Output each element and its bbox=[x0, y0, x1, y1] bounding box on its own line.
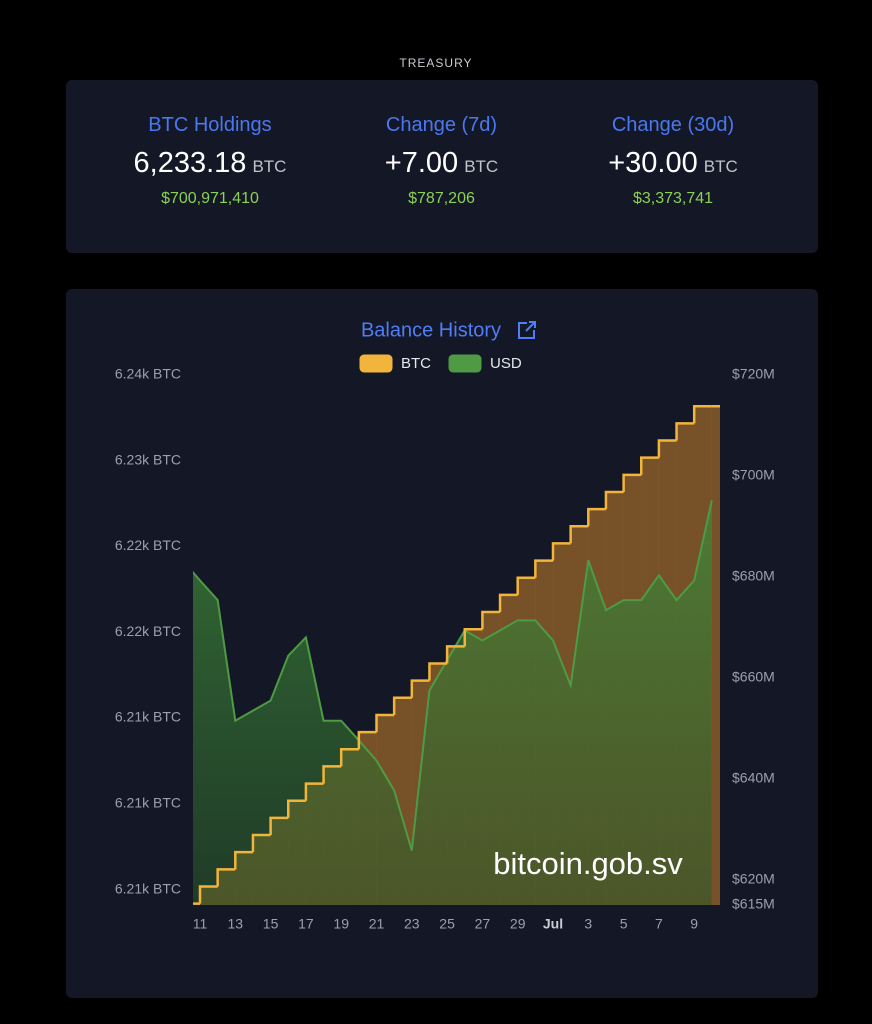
step-line bbox=[251, 833, 271, 853]
x-tick-label: 7 bbox=[655, 916, 663, 932]
step-line bbox=[498, 593, 518, 613]
x-tick-label: 3 bbox=[584, 916, 592, 932]
step-line bbox=[675, 422, 695, 441]
stat-usd: $3,373,741 bbox=[632, 190, 714, 207]
step-line bbox=[516, 576, 536, 595]
step-line bbox=[198, 885, 218, 904]
stat-unit: BTC bbox=[703, 157, 738, 176]
y-tick-label: 6.24k BTC bbox=[115, 366, 181, 382]
step-line bbox=[392, 696, 412, 715]
step-line bbox=[534, 559, 553, 578]
step-line bbox=[604, 490, 624, 510]
step-line bbox=[481, 610, 501, 630]
step-line bbox=[622, 473, 642, 492]
stat-value-row: 6,233.18 BTC bbox=[90, 147, 330, 180]
x-tick-label: 27 bbox=[475, 916, 491, 932]
stat-label: Change (7d) bbox=[385, 114, 498, 136]
step-line bbox=[234, 850, 253, 870]
stats-card: BTC Holdings 6,233.18 BTC $700,971,410 Chang… bbox=[66, 80, 818, 253]
step-line bbox=[216, 868, 236, 887]
y-tick-label: 6.21k BTC bbox=[115, 795, 181, 811]
stat-value-row: +7.00 BTC bbox=[322, 147, 562, 180]
y-tick-label: 6.21k BTC bbox=[115, 709, 181, 725]
x-tick-label: 23 bbox=[404, 916, 420, 932]
step-line bbox=[322, 765, 342, 784]
y-tick-label: 6.22k BTC bbox=[115, 623, 181, 639]
y2-tick-label: $680M bbox=[732, 568, 775, 584]
x-tick-label: 9 bbox=[690, 916, 698, 932]
stat-value: 6,233.18 bbox=[133, 147, 247, 179]
stat-unit: BTC bbox=[252, 157, 287, 176]
stat: Change (30d) +30.00 BTC $3,373,741 bbox=[553, 114, 793, 208]
y2-tick-label: $640M bbox=[732, 770, 775, 786]
step-line bbox=[339, 748, 359, 767]
x-tick-label: 19 bbox=[333, 916, 349, 932]
stat-usd: $700,971,410 bbox=[161, 190, 259, 207]
y-tick-label: 6.22k BTC bbox=[115, 537, 181, 553]
step-line bbox=[304, 782, 324, 801]
stat-usd: $787,206 bbox=[408, 190, 475, 207]
legend-swatch bbox=[359, 354, 393, 373]
step-area bbox=[711, 406, 720, 905]
x-tick-label: 25 bbox=[439, 916, 455, 932]
chart-title: Balance History bbox=[361, 319, 501, 341]
step-line bbox=[657, 439, 677, 458]
stat-value: +7.00 bbox=[384, 147, 459, 179]
y-tick-label: 6.23k BTC bbox=[115, 451, 181, 467]
stat-value-row: +30.00 BTC bbox=[553, 147, 793, 180]
step-line bbox=[410, 679, 430, 698]
legend-swatch bbox=[448, 354, 482, 373]
stat-value: +30.00 bbox=[608, 147, 698, 179]
x-tick-label: 5 bbox=[620, 916, 628, 932]
stat: BTC Holdings 6,233.18 BTC $700,971,410 bbox=[90, 114, 330, 208]
step-line bbox=[569, 525, 589, 544]
x-tick-label: 21 bbox=[369, 916, 385, 932]
x-tick-label: 15 bbox=[263, 916, 279, 932]
x-tick-label: Jul bbox=[543, 916, 563, 932]
header: TREASURY bbox=[399, 56, 473, 70]
plot bbox=[193, 404, 720, 905]
usd-area bbox=[193, 500, 712, 905]
stat: Change (7d) +7.00 BTC $787,206 bbox=[322, 114, 562, 208]
step-line bbox=[357, 730, 377, 750]
y-tick-label: 6.21k BTC bbox=[115, 880, 181, 896]
stat-label: Change (30d) bbox=[611, 114, 735, 136]
y2-tick-label: $700M bbox=[732, 467, 775, 483]
y2-tick-label: $615M bbox=[732, 896, 775, 912]
step-line bbox=[692, 404, 712, 424]
step-line bbox=[551, 542, 571, 561]
step-line bbox=[445, 645, 465, 664]
legend-label: USD bbox=[490, 355, 522, 372]
y2-tick-label: $720M bbox=[732, 366, 775, 382]
x-tick-label: 13 bbox=[228, 916, 244, 932]
step-line bbox=[375, 713, 395, 733]
step-line bbox=[587, 507, 606, 527]
legend-label: BTC bbox=[401, 355, 431, 372]
step-line bbox=[463, 627, 483, 647]
step-line bbox=[269, 816, 289, 836]
step-line bbox=[640, 456, 659, 475]
y2-tick-label: $660M bbox=[732, 669, 775, 685]
stat-unit: BTC bbox=[464, 157, 499, 176]
x-tick-label: 11 bbox=[193, 916, 208, 932]
y2-tick-label: $620M bbox=[732, 870, 775, 886]
step-line bbox=[287, 799, 306, 818]
external-link-icon bbox=[518, 321, 536, 339]
x-tick-label: 17 bbox=[298, 916, 314, 932]
step-line bbox=[428, 662, 448, 681]
stat-label: BTC Holdings bbox=[148, 114, 272, 136]
watermark: bitcoin.gob.sv bbox=[493, 846, 683, 881]
x-tick-label: 29 bbox=[510, 916, 526, 932]
